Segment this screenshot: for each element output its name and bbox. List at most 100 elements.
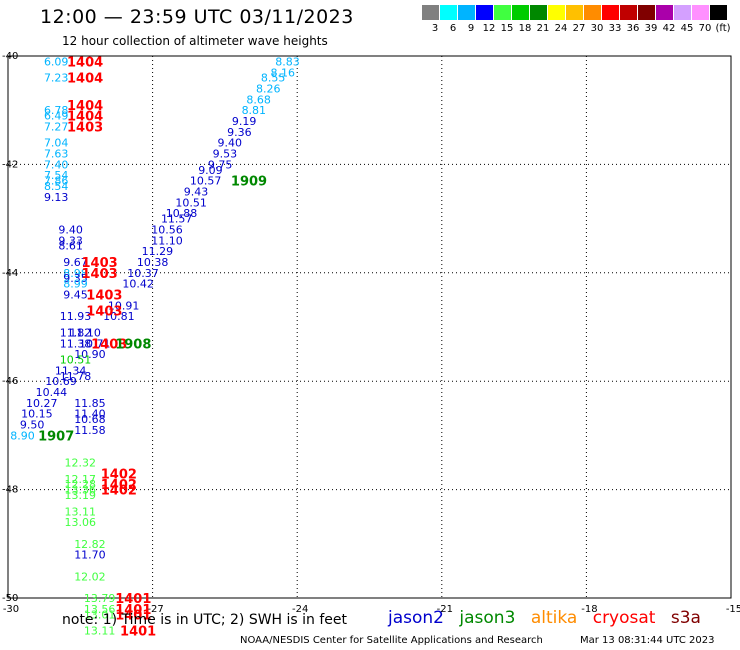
wave-height-label: 10.68 bbox=[74, 413, 106, 426]
wave-height-label: 10.37 bbox=[127, 267, 159, 280]
wave-height-label: 6.09 bbox=[44, 55, 69, 68]
wave-height-label: 11.58 bbox=[74, 424, 106, 437]
credit-text: NOAA/NESDIS Center for Satellite Applica… bbox=[240, 635, 543, 646]
wave-height-label: 8.83 bbox=[275, 55, 300, 68]
wave-height-label: 11.10 bbox=[151, 234, 183, 247]
chart-subtitle: 12 hour collection of altimeter wave hei… bbox=[62, 34, 328, 48]
pass-time-label: 1402 bbox=[101, 467, 137, 482]
wave-height-label: 7.27 bbox=[44, 120, 69, 133]
scale-swatch bbox=[638, 5, 655, 20]
pass-time-label: 1909 bbox=[231, 175, 267, 190]
wave-height-label: 8.54 bbox=[44, 180, 69, 193]
y-tick-label: -50 bbox=[2, 593, 18, 604]
wave-height-label: 8.99 bbox=[63, 278, 88, 291]
wave-height-label: 9.35 bbox=[63, 272, 88, 285]
wave-height-label: 9.67 bbox=[63, 256, 88, 269]
wave-height-label: 12.17 bbox=[65, 473, 97, 486]
wave-height-label: 9.13 bbox=[44, 191, 69, 204]
scale-label: 21 bbox=[536, 23, 550, 34]
wave-height-label: 7.63 bbox=[44, 148, 69, 161]
scale-label: 3 bbox=[431, 23, 439, 34]
y-tick-label: -42 bbox=[2, 159, 18, 170]
x-tick-label: -21 bbox=[437, 604, 453, 615]
scale-swatch bbox=[458, 5, 475, 20]
wave-height-label: 10.51 bbox=[60, 354, 92, 367]
wave-height-label: 9.75 bbox=[208, 158, 233, 171]
pass-time-label: 1403 bbox=[81, 267, 117, 282]
x-tick-label: -24 bbox=[292, 604, 308, 615]
satellite-jason3: jason3 bbox=[459, 608, 516, 628]
scale-swatch bbox=[440, 5, 457, 20]
wave-height-label: 10.69 bbox=[45, 375, 77, 388]
scale-label: 24 bbox=[554, 23, 568, 34]
y-tick-label: -40 bbox=[2, 51, 18, 62]
generated-timestamp: Mar 13 08:31:44 UTC 2023 bbox=[580, 635, 715, 646]
scale-swatch bbox=[494, 5, 511, 20]
scale-swatch bbox=[674, 5, 691, 20]
wave-height-label: 13.01 bbox=[84, 608, 116, 621]
pass-time-label: 1401 bbox=[115, 608, 151, 623]
wave-height-label: 8.55 bbox=[261, 72, 286, 85]
scale-swatch bbox=[584, 5, 601, 20]
wave-height-label: 10.38 bbox=[137, 256, 169, 269]
wave-height-label: 11.10 bbox=[69, 326, 101, 339]
pass-time-label: 1402 bbox=[101, 478, 137, 493]
wave-height-label: 8.16 bbox=[270, 66, 295, 79]
scale-swatch bbox=[530, 5, 547, 20]
wave-height-label: 7.86 bbox=[44, 175, 69, 188]
scale-label: 45 bbox=[680, 23, 694, 34]
pass-time-label: 1402 bbox=[101, 484, 137, 499]
scale-label: 6 bbox=[449, 23, 457, 34]
scale-swatch bbox=[422, 5, 439, 20]
wave-height-label: 12.32 bbox=[65, 457, 97, 470]
wave-height-label: 10.88 bbox=[166, 207, 198, 220]
wave-height-label: 9.33 bbox=[58, 234, 83, 247]
wave-height-label: 11.70 bbox=[74, 549, 106, 562]
wave-height-label: 13.06 bbox=[65, 516, 97, 529]
scale-label: 30 bbox=[590, 23, 604, 34]
wave-height-label: 10.51 bbox=[175, 196, 207, 209]
scale-label: 36 bbox=[626, 23, 640, 34]
wave-height-label: 12.02 bbox=[74, 570, 106, 583]
scale-swatch bbox=[620, 5, 637, 20]
scale-label: 9 bbox=[467, 23, 475, 34]
scale-label: 18 bbox=[518, 23, 532, 34]
wave-height-label: 10.44 bbox=[36, 386, 68, 399]
wave-height-label: 8.90 bbox=[10, 429, 35, 442]
wave-height-label: 13.36 bbox=[65, 484, 97, 497]
satellite-altika: altika bbox=[530, 608, 578, 628]
pass-time-label: 1403 bbox=[86, 288, 122, 303]
y-tick-label: -46 bbox=[2, 376, 18, 387]
wave-height-label: 11.78 bbox=[60, 370, 92, 383]
scale-swatch bbox=[602, 5, 619, 20]
pass-time-label: 1403 bbox=[67, 120, 103, 135]
scale-swatch bbox=[566, 5, 583, 20]
wave-height-label: 7.54 bbox=[44, 169, 69, 182]
wave-height-label: 7.04 bbox=[44, 137, 69, 150]
x-tick-label: -30 bbox=[3, 604, 19, 615]
scale-label: 39 bbox=[644, 23, 658, 34]
wave-height-label: 8.81 bbox=[242, 104, 267, 117]
scale-swatch bbox=[476, 5, 493, 20]
wave-height-label: 9.53 bbox=[213, 148, 238, 161]
wave-height-label: 11.29 bbox=[142, 245, 174, 258]
wave-height-label: 7.23 bbox=[44, 72, 69, 85]
wave-height-label: 8.61 bbox=[58, 240, 83, 253]
scale-swatch bbox=[548, 5, 565, 20]
scale-swatch bbox=[656, 5, 673, 20]
wave-height-label: 13.79 bbox=[84, 592, 116, 605]
wave-height-label: 9.19 bbox=[232, 115, 257, 128]
scale-label: 33 bbox=[608, 23, 622, 34]
x-tick-label: -18 bbox=[581, 604, 597, 615]
satellite-legend: jason2 jason3 altika cryosat s3a bbox=[388, 608, 711, 628]
pass-time-label: 1404 bbox=[67, 72, 103, 87]
x-tick-label: -27 bbox=[147, 604, 163, 615]
chart-title: 12:00 — 23:59 UTC 03/11/2023 bbox=[40, 6, 354, 28]
wave-height-label: 9.43 bbox=[184, 186, 209, 199]
wave-height-label: 10.57 bbox=[190, 175, 222, 188]
wave-height-label: 9.45 bbox=[63, 288, 88, 301]
wave-height-label: 10.71 bbox=[79, 337, 111, 350]
wave-height-label: 11.40 bbox=[74, 408, 106, 421]
scale-swatch bbox=[512, 5, 529, 20]
